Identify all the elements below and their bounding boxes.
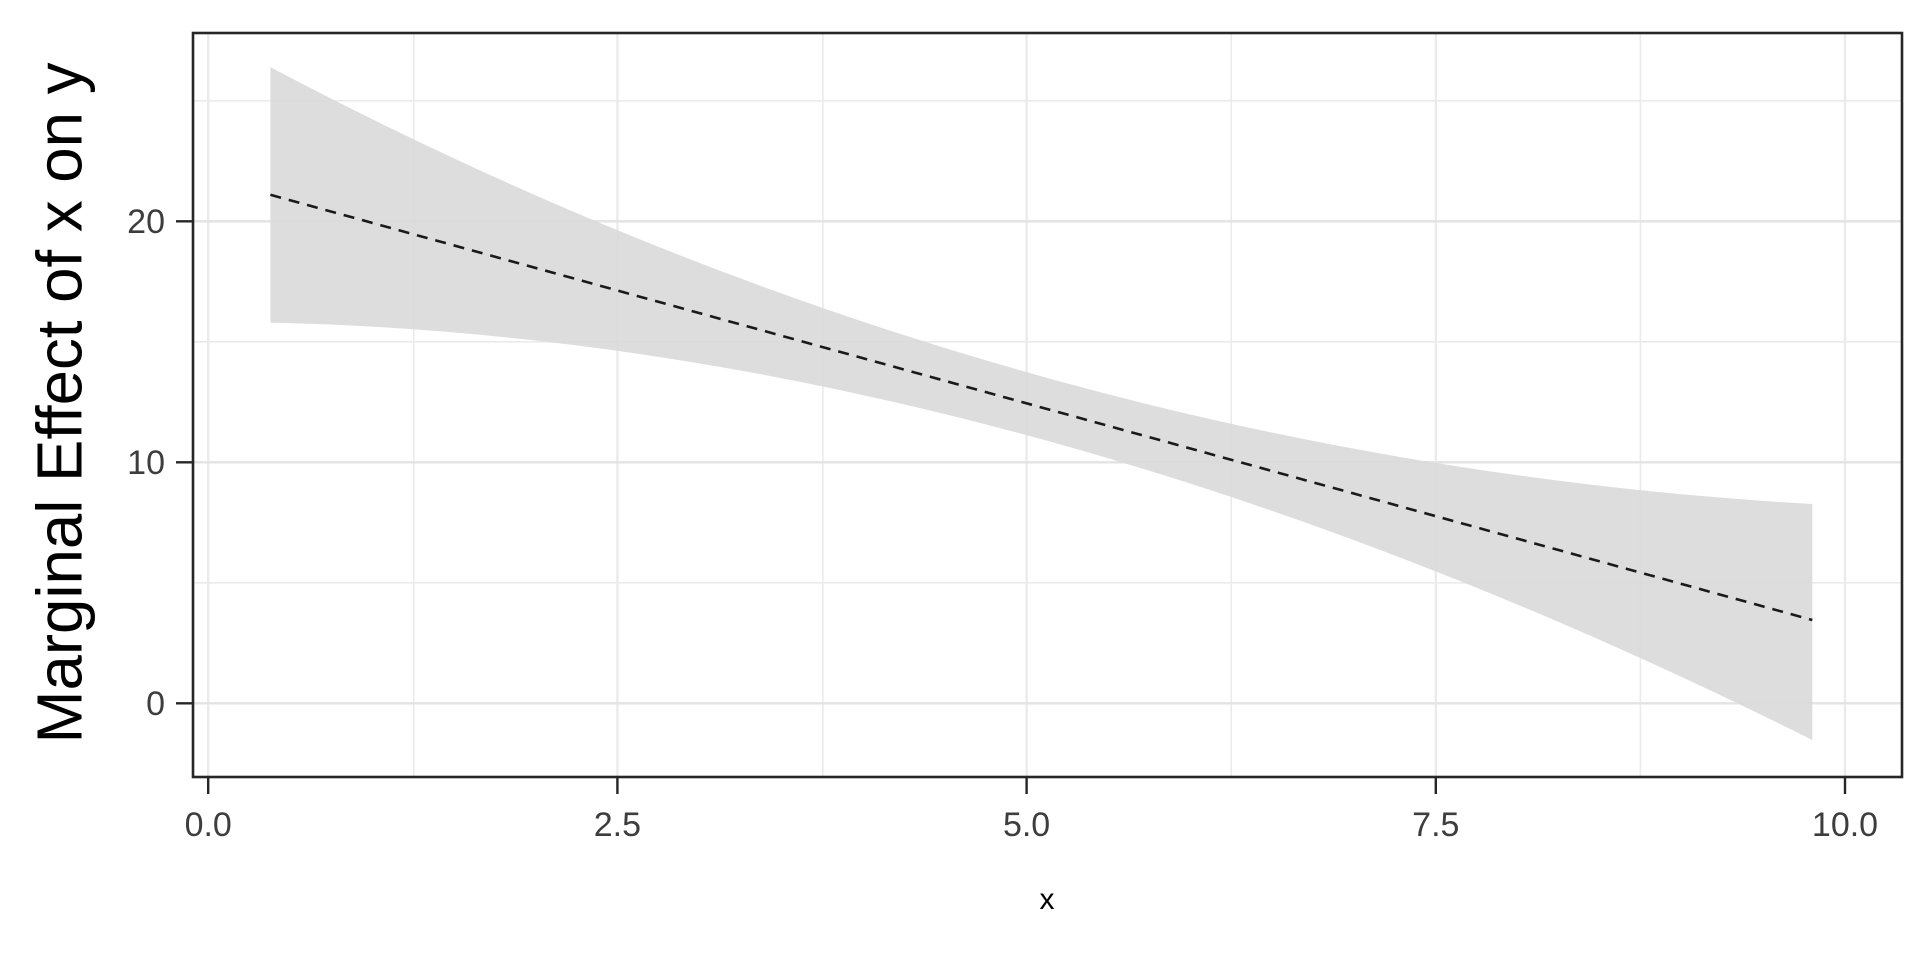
svg-text:x: x xyxy=(1040,883,1055,916)
svg-text:0.0: 0.0 xyxy=(185,806,232,844)
svg-text:7.5: 7.5 xyxy=(1412,806,1459,844)
svg-text:10.0: 10.0 xyxy=(1812,806,1878,844)
svg-text:10: 10 xyxy=(127,444,165,482)
svg-text:5.0: 5.0 xyxy=(1003,806,1050,844)
svg-text:2.5: 2.5 xyxy=(594,806,641,844)
svg-text:20: 20 xyxy=(127,203,165,241)
svg-text:0: 0 xyxy=(146,685,165,723)
